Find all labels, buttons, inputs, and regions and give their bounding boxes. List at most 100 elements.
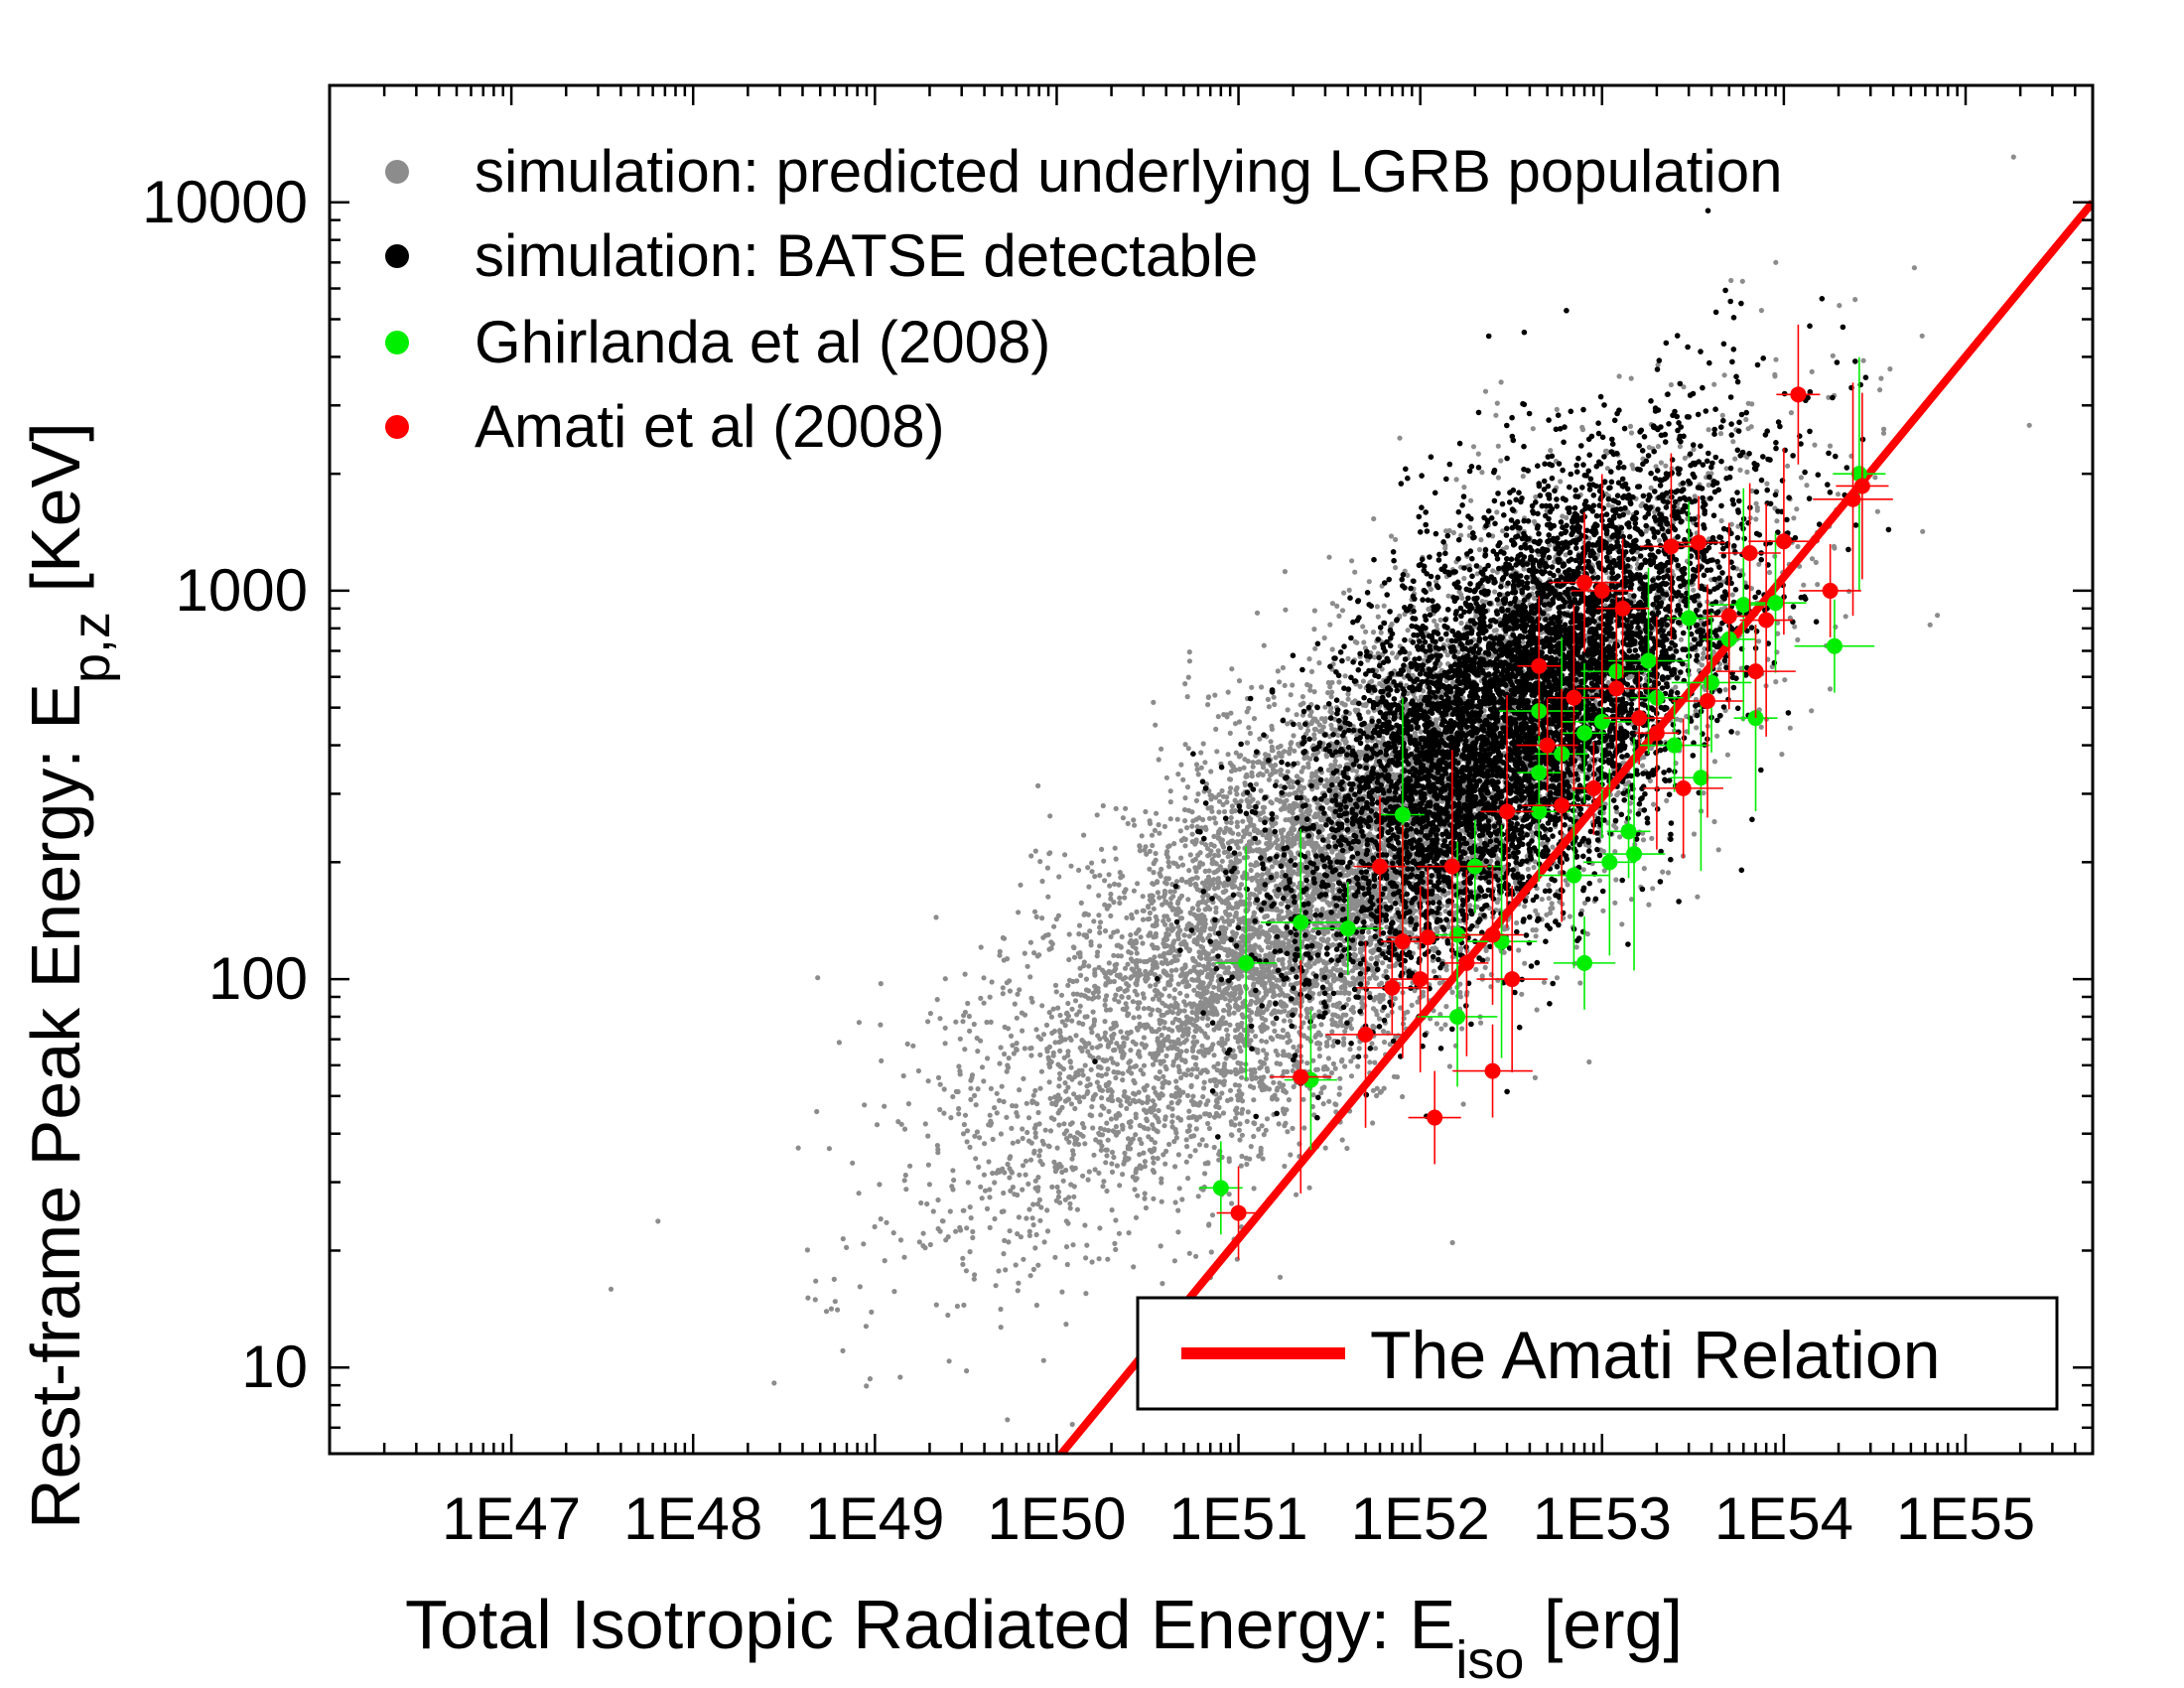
y-tick-label-0: 10 xyxy=(241,1334,308,1400)
amati-marker xyxy=(1648,725,1665,742)
ghirlanda-point-26 xyxy=(1670,684,1732,872)
amati-point-18 xyxy=(1547,604,1600,791)
amati-point-24 xyxy=(1603,671,1675,766)
amati-point-3 xyxy=(1353,796,1407,937)
ghirlanda-marker xyxy=(1449,926,1466,943)
amati-marker xyxy=(1412,971,1429,988)
amati-point-35 xyxy=(1776,324,1821,465)
x-tick-label-7: 1E54 xyxy=(1714,1485,1853,1552)
amati-point-19 xyxy=(1549,512,1620,653)
amati-marker xyxy=(1357,1026,1374,1043)
ghirlanda-marker xyxy=(1767,595,1784,612)
ghirlanda-marker xyxy=(1601,854,1618,871)
amati-point-6 xyxy=(1389,886,1451,1072)
legend-marker-batse xyxy=(385,244,409,268)
axis-tick-labels: 1E47 1E48 1E49 1E50 1E51 1E52 1E53 1E54 1E55 10 10… xyxy=(142,169,2035,1552)
y-tick-label-2: 1000 xyxy=(176,557,308,624)
x-tick-label-6: 1E53 xyxy=(1533,1485,1672,1552)
legend-label-ghirlanda: Ghirlanda et al (2008) xyxy=(475,309,1050,375)
ghirlanda-marker xyxy=(1681,610,1698,627)
amati-point-1 xyxy=(1270,960,1332,1194)
amati-marker xyxy=(1614,600,1631,617)
ghirlanda-point-24 xyxy=(1638,698,1710,792)
series-ghirlanda-2008 xyxy=(1198,356,1886,1235)
amati-marker xyxy=(1458,954,1475,971)
amati-point-27 xyxy=(1643,718,1723,859)
amati-marker xyxy=(1853,478,1870,494)
amati-marker xyxy=(1420,929,1436,946)
y-axis-title-main: Rest-frame Peak Energy: E xyxy=(17,683,94,1529)
ghirlanda-point-29 xyxy=(1707,488,1779,722)
amati-marker xyxy=(1631,710,1648,727)
amati-marker xyxy=(1691,534,1707,551)
amati-marker xyxy=(1443,858,1460,875)
amati-point-36 xyxy=(1799,543,1861,637)
amati-point-11 xyxy=(1461,865,1524,1005)
amati-point-10 xyxy=(1444,869,1489,1056)
amati-point-32 xyxy=(1715,625,1796,719)
x-tick-label-1: 1E48 xyxy=(623,1485,762,1552)
axis-ticks xyxy=(328,83,2095,1456)
ghirlanda-marker xyxy=(1693,770,1709,786)
x-axis-title: Total Isotropic Radiated Energy: Eiso [e… xyxy=(405,1586,1683,1688)
amati-marker xyxy=(1484,1062,1501,1079)
ghirlanda-point-16 xyxy=(1553,915,1616,1010)
amati-marker xyxy=(1293,1068,1309,1085)
amati-marker xyxy=(1747,663,1764,680)
amati-point-38 xyxy=(1836,392,1889,580)
ghirlanda-point-1 xyxy=(1215,846,1278,1080)
ghirlanda-marker xyxy=(1704,674,1720,691)
ghirlanda-marker xyxy=(1620,823,1637,840)
ghirlanda-point-7 xyxy=(1417,946,1498,1087)
amati-marker xyxy=(1554,797,1570,814)
amati-point-22 xyxy=(1576,595,1657,782)
amati-marker xyxy=(1384,979,1401,996)
ghirlanda-marker xyxy=(1293,914,1309,930)
amati-point-4 xyxy=(1356,940,1429,1035)
ghirlanda-marker xyxy=(1850,466,1867,483)
amati-marker xyxy=(1539,737,1556,754)
amati-point-28 xyxy=(1672,495,1725,590)
x-tick-label-4: 1E51 xyxy=(1168,1485,1307,1552)
amati-point-9 xyxy=(1417,750,1488,983)
x-tick-label-3: 1E50 xyxy=(987,1485,1126,1552)
amati-point-7 xyxy=(1387,867,1468,1008)
amati-point-34 xyxy=(1748,448,1820,635)
ghirlanda-point-4 xyxy=(1312,882,1384,976)
ghirlanda-marker xyxy=(1339,920,1356,937)
amati-point-2 xyxy=(1325,940,1406,1128)
amati-marker xyxy=(1699,692,1715,709)
ghirlanda-marker xyxy=(1826,637,1843,654)
amati-point-13 xyxy=(1480,694,1534,928)
legend-bottom-right: The Amati Relation xyxy=(1136,1296,2059,1411)
amati-marker xyxy=(1822,582,1839,599)
x-tick-label-8: 1E55 xyxy=(1896,1485,2035,1552)
legend-marker-ghirlanda xyxy=(385,331,409,354)
amati-marker xyxy=(1566,689,1582,706)
ghirlanda-marker xyxy=(1640,652,1657,669)
y-tick-label-1: 100 xyxy=(208,945,308,1012)
amati-point-25 xyxy=(1634,616,1679,850)
amati-marker xyxy=(1758,612,1775,629)
ghirlanda-marker xyxy=(1576,725,1593,742)
y-axis-title-sub: p,z xyxy=(62,612,121,683)
ghirlanda-point-31 xyxy=(1744,532,1807,673)
ghirlanda-point-0 xyxy=(1198,1141,1243,1235)
amati-marker xyxy=(1593,582,1610,599)
amati-marker xyxy=(1484,926,1501,943)
amati-point-31 xyxy=(1718,483,1781,624)
x-tick-label-5: 1E52 xyxy=(1351,1485,1490,1552)
ghirlanda-point-15 xyxy=(1563,662,1607,803)
ghirlanda-marker xyxy=(1566,867,1582,884)
legend-label-amati-relation: The Amati Relation xyxy=(1370,1318,1941,1393)
x-tick-label-2: 1E49 xyxy=(805,1485,944,1552)
amati-point-37 xyxy=(1813,382,1893,617)
legend-top-left: simulation: predicted underlying LGRB po… xyxy=(385,138,1782,460)
amati-marker xyxy=(1427,1109,1443,1126)
ghirlanda-marker xyxy=(1212,1180,1229,1196)
x-tick-label-0: 1E47 xyxy=(442,1485,581,1552)
y-tick-label-3: 10000 xyxy=(142,169,308,235)
amati-marker xyxy=(1585,779,1602,796)
ghirlanda-marker xyxy=(1576,954,1593,971)
amati-marker xyxy=(1372,858,1389,875)
